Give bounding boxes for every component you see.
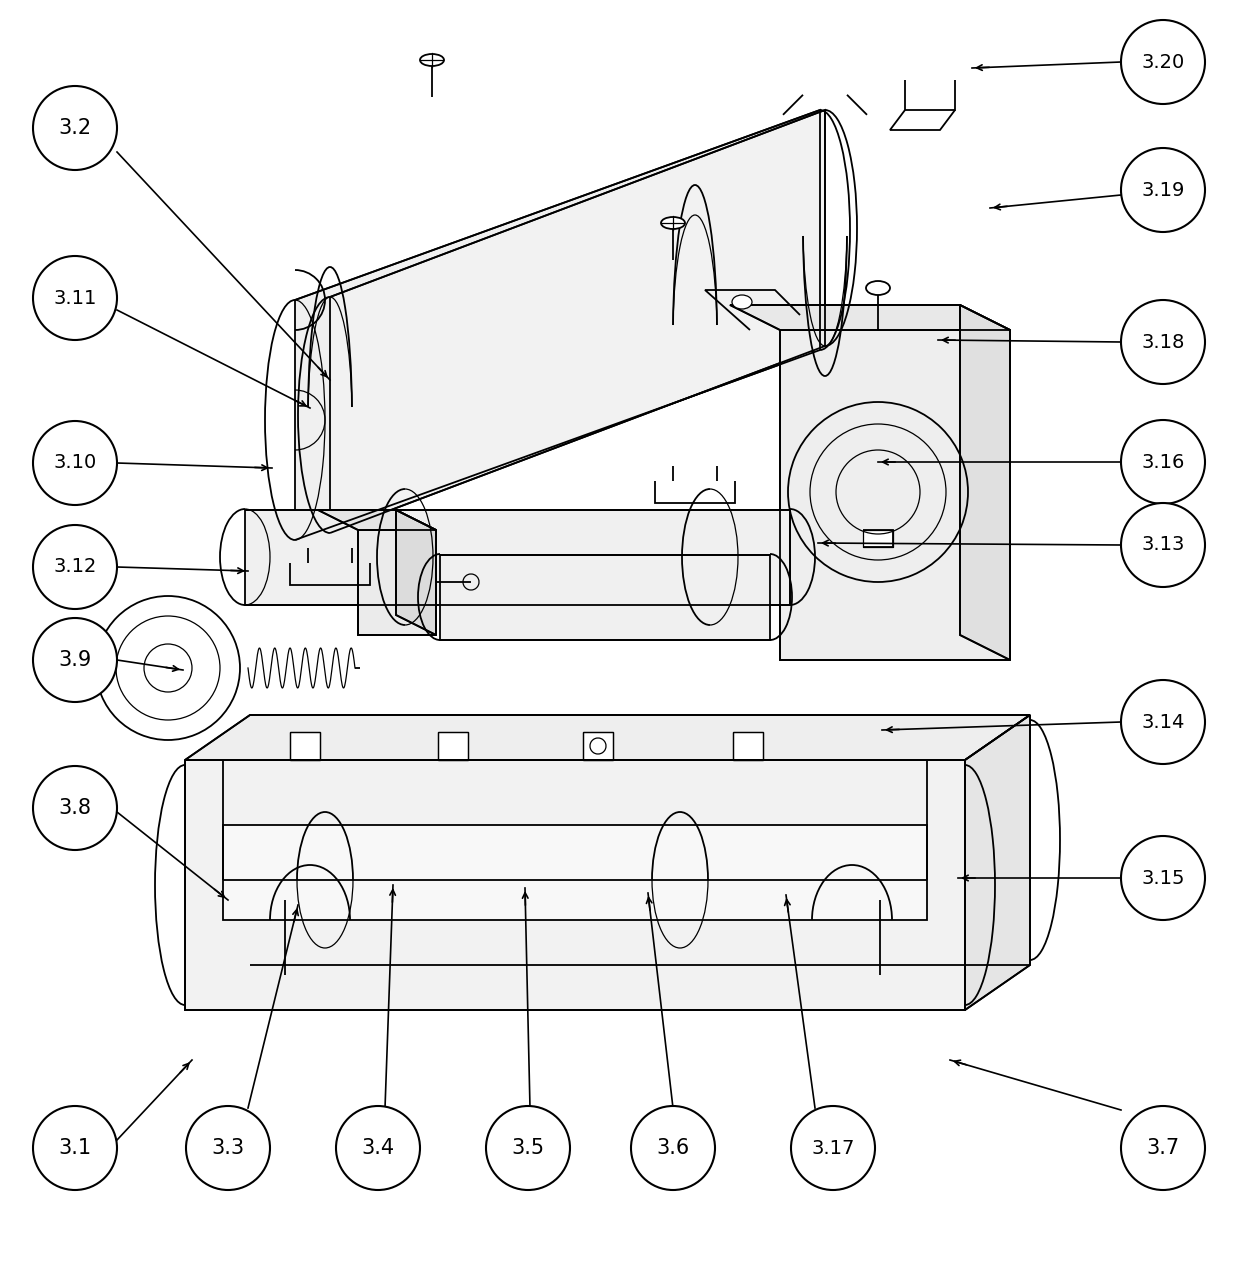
Text: 3.7: 3.7 [1147, 1138, 1179, 1159]
Polygon shape [780, 330, 1011, 659]
Text: 3.17: 3.17 [811, 1138, 854, 1157]
Polygon shape [330, 110, 825, 532]
Polygon shape [730, 305, 1011, 330]
Polygon shape [246, 511, 790, 606]
Polygon shape [317, 511, 436, 530]
Polygon shape [440, 556, 770, 640]
Text: 3.8: 3.8 [58, 798, 92, 819]
Circle shape [33, 86, 117, 171]
Polygon shape [960, 305, 1011, 659]
Text: 3.9: 3.9 [58, 650, 92, 670]
Text: 3.12: 3.12 [53, 558, 97, 576]
Text: 3.16: 3.16 [1141, 453, 1184, 471]
Ellipse shape [732, 295, 751, 309]
Circle shape [33, 525, 117, 609]
Circle shape [1121, 300, 1205, 384]
Text: 3.13: 3.13 [1141, 535, 1184, 554]
Text: 3.4: 3.4 [361, 1138, 394, 1159]
Circle shape [631, 1106, 715, 1191]
Circle shape [1121, 1106, 1205, 1191]
Circle shape [186, 1106, 270, 1191]
Polygon shape [396, 511, 436, 635]
Text: 3.1: 3.1 [58, 1138, 92, 1159]
Text: 3.2: 3.2 [58, 118, 92, 139]
Polygon shape [185, 715, 1030, 760]
Polygon shape [295, 110, 820, 540]
Text: 3.18: 3.18 [1141, 332, 1184, 352]
Text: 3.10: 3.10 [53, 453, 97, 472]
Circle shape [336, 1106, 420, 1191]
Polygon shape [583, 733, 613, 760]
Circle shape [1121, 503, 1205, 588]
Polygon shape [358, 530, 436, 635]
Circle shape [791, 1106, 875, 1191]
Polygon shape [863, 530, 893, 547]
Polygon shape [733, 733, 763, 760]
Circle shape [1121, 837, 1205, 920]
Text: 3.19: 3.19 [1141, 181, 1184, 199]
Text: 3.6: 3.6 [656, 1138, 689, 1159]
Circle shape [33, 257, 117, 340]
Text: 3.5: 3.5 [511, 1138, 544, 1159]
Text: 3.11: 3.11 [53, 289, 97, 308]
Circle shape [1121, 21, 1205, 104]
Text: 3.15: 3.15 [1141, 869, 1184, 888]
Polygon shape [965, 715, 1030, 1010]
Polygon shape [185, 760, 965, 1010]
Circle shape [486, 1106, 570, 1191]
Circle shape [1121, 420, 1205, 504]
Circle shape [33, 1106, 117, 1191]
Polygon shape [438, 733, 467, 760]
Polygon shape [290, 733, 320, 760]
Text: 3.20: 3.20 [1141, 53, 1184, 72]
Circle shape [1121, 680, 1205, 763]
Ellipse shape [420, 54, 444, 65]
Ellipse shape [661, 217, 684, 228]
Text: 3.14: 3.14 [1141, 712, 1184, 731]
Text: 3.3: 3.3 [212, 1138, 244, 1159]
Ellipse shape [866, 281, 890, 295]
Circle shape [33, 766, 117, 851]
Circle shape [33, 618, 117, 702]
Polygon shape [223, 825, 928, 920]
Circle shape [1121, 148, 1205, 232]
Circle shape [33, 421, 117, 506]
